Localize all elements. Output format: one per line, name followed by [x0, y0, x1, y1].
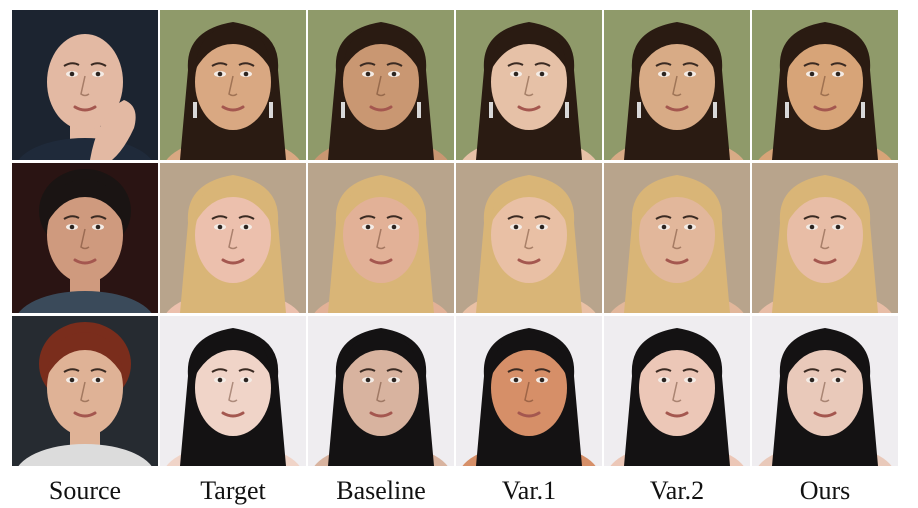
baseline-face-picture — [308, 10, 454, 160]
var2-face-image — [604, 316, 750, 466]
var1-face-image — [456, 163, 602, 313]
baseline-face-image — [308, 163, 454, 313]
baseline-face-picture — [308, 163, 454, 313]
source-face-image — [12, 163, 158, 313]
source-face-picture — [12, 163, 158, 313]
column-label-ours: Ours — [799, 476, 851, 505]
result-row — [12, 163, 898, 313]
ours-face-picture — [752, 10, 898, 160]
target-face-image — [160, 10, 306, 160]
var1-face-image — [456, 316, 602, 466]
var2-face-image — [604, 163, 750, 313]
target-face-picture — [160, 163, 306, 313]
var2-face-picture — [604, 10, 750, 160]
source-face-image — [12, 10, 158, 160]
ours-face-picture — [752, 163, 898, 313]
var1-face-picture — [456, 163, 602, 313]
ours-face-picture — [752, 316, 898, 466]
column-label-var2: Var.2 — [649, 476, 705, 505]
source-face-picture — [12, 316, 158, 466]
source-face-picture — [12, 10, 158, 160]
ours-face-image — [752, 316, 898, 466]
target-face-picture — [160, 10, 306, 160]
var1-face-picture — [456, 10, 602, 160]
column-labels: Source Target Baseline Var.1 Var.2 Ours — [12, 474, 896, 508]
var2-face-picture — [604, 163, 750, 313]
var1-face-picture — [456, 316, 602, 466]
ours-face-image — [752, 10, 898, 160]
var2-face-picture — [604, 316, 750, 466]
target-face-image — [160, 163, 306, 313]
baseline-face-image — [308, 316, 454, 466]
source-face-image — [12, 316, 158, 466]
column-label-baseline: Baseline — [336, 476, 426, 505]
column-label-source: Source — [48, 476, 122, 505]
var2-face-image — [604, 10, 750, 160]
face-swap-comparison-grid — [12, 10, 898, 467]
baseline-face-image — [308, 10, 454, 160]
column-label-var1: Var.1 — [501, 476, 557, 505]
baseline-face-picture — [308, 316, 454, 466]
target-face-image — [160, 316, 306, 466]
result-row — [12, 10, 898, 160]
var1-face-image — [456, 10, 602, 160]
ours-face-image — [752, 163, 898, 313]
column-label-target: Target — [200, 476, 266, 505]
target-face-picture — [160, 316, 306, 466]
result-row — [12, 316, 898, 466]
